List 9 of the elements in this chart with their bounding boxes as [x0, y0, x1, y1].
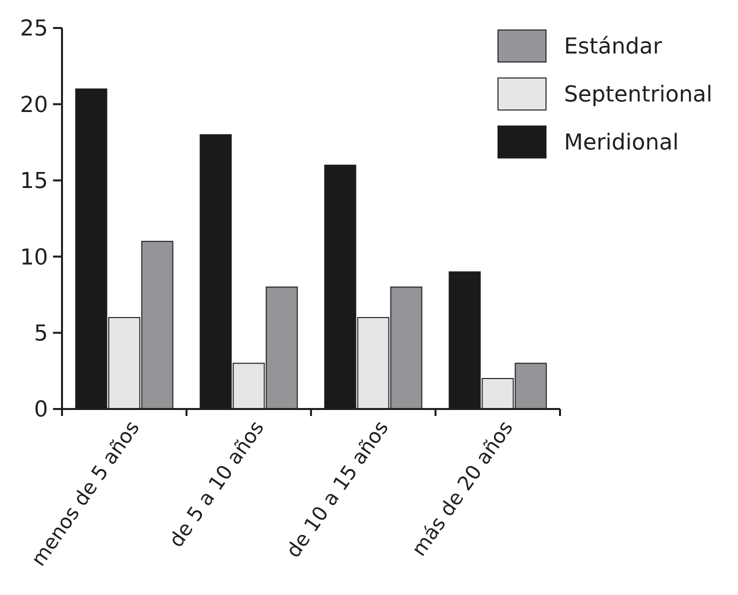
legend-label: Estándar — [564, 34, 663, 60]
y-tick-label: 15 — [20, 169, 48, 194]
y-tick-label: 20 — [20, 92, 48, 118]
legend-label: Meridional — [564, 130, 679, 156]
y-tick-label: 5 — [34, 322, 48, 346]
y-tick-label: 0 — [34, 398, 48, 423]
y-tick-label: 10 — [20, 245, 48, 270]
legend-label: Septentrional — [564, 82, 712, 108]
y-tick-label: 25 — [20, 16, 48, 42]
